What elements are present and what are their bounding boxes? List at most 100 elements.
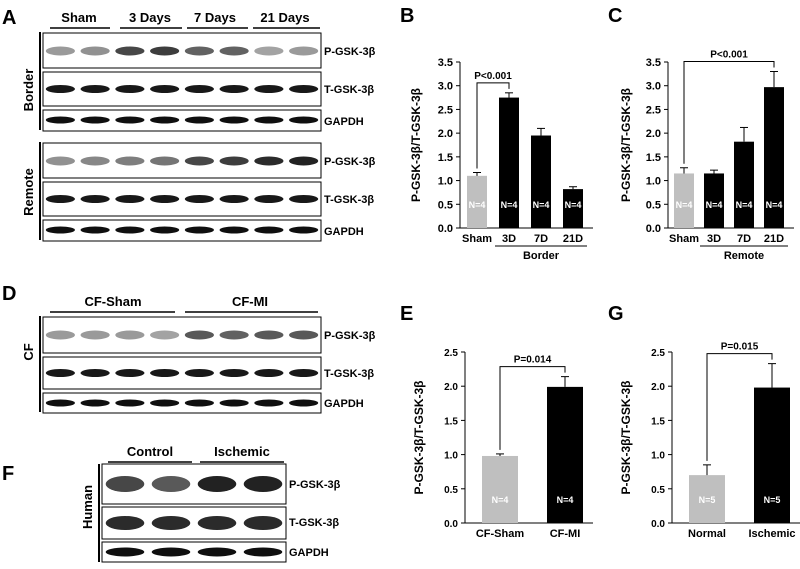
bar-n-label: N=4 [736,200,753,210]
bar [704,173,724,228]
significance-bracket [499,366,566,450]
bar [754,387,790,523]
blot-f-bands [105,476,283,557]
blot-band [254,330,284,340]
bar-n-label: N=5 [764,495,781,505]
blot-band [243,547,283,557]
blot-band [289,226,319,234]
blot-band [197,476,237,492]
blot-band [219,330,249,340]
blot-band [115,369,145,377]
x-tick-label: Sham [669,233,699,245]
x-tick-label: CF-MI [550,528,581,540]
blot-band [289,399,319,407]
y-tick-label: 3.0 [646,81,661,93]
bar [734,141,754,228]
blot-band [45,46,75,56]
blot-band [105,476,145,492]
blot-band [289,369,319,377]
blot-band [150,195,180,203]
blot-a-border-frames [42,32,322,132]
blot-band [115,85,145,93]
blot-band [45,369,75,377]
bar-n-label: N=4 [533,200,550,210]
blot-band [115,116,145,124]
bar-n-label: N=5 [699,495,716,505]
blot-band [184,85,214,93]
significance-label: P=0.014 [514,355,552,366]
y-tick-label: 1.0 [646,176,661,188]
blot-f-group-control: Control [127,444,173,459]
blot-d-group-cfmi: CF-MI [232,294,268,309]
x-tick-label: 21D [764,233,784,245]
blot-a-group-21days: 21 Days [260,10,309,25]
x-tick-label: Sham [462,233,492,245]
y-tick-label: 0.0 [444,519,458,530]
panel-letter-f: F [2,463,14,485]
blot-band [80,330,110,340]
blot-f-label-p: P-GSK-3β [289,479,341,491]
y-axis-label: P-GSK-3β/T-GSK-3β [409,88,423,202]
blot-f-label-t: T-GSK-3β [289,517,339,529]
blot-d-label-p: P-GSK-3β [324,330,376,342]
blot-band [80,156,110,166]
blot-band [184,46,214,56]
bar [563,189,583,228]
blot-band [219,46,249,56]
blot-d-label-gapdh: GAPDH [324,398,364,410]
blot-band [80,46,110,56]
group-label: Remote [724,250,764,262]
panel-letter-a: A [2,7,16,29]
bar-n-label: N=4 [492,495,509,505]
y-tick-label: 1.0 [444,451,458,462]
blot-band [80,369,110,377]
blot-band [150,156,180,166]
bar [467,175,487,228]
blot-a-group-sham: Sham [61,10,96,25]
blot-a-remote-frames [42,142,322,242]
significance-bracket [476,82,510,169]
y-axis-label: P-GSK-3β/T-GSK-3β [619,88,633,202]
blot-band [219,85,249,93]
blot-band [151,516,191,530]
blot-band [219,369,249,377]
bar-n-label: N=4 [469,200,486,210]
blot-a-section-border: Border [21,69,36,112]
blot-band [197,516,237,530]
blot-band [105,516,145,530]
bar-n-label: N=4 [565,200,582,210]
blot-band [115,46,145,56]
blot-f-label-gapdh: GAPDH [289,547,329,559]
blot-d-bands [45,330,319,407]
blot-band [289,330,319,340]
blot-band [254,399,284,407]
x-tick-label: 3D [707,233,721,245]
blot-band [243,476,283,492]
blot-band [150,330,180,340]
blot-band [243,516,283,530]
y-tick-label: 3.0 [438,81,453,93]
bar [764,87,784,228]
panel-letter-b: B [400,5,414,27]
blot-band [254,369,284,377]
blot-band [184,156,214,166]
blot-band [115,156,145,166]
blot-a-remote-label-gapdh: GAPDH [324,226,364,238]
chart-g: G P-GSK-3β/T-GSK-3β 0.0 0.5 1.0 1.5 2.0 2.5 N=5 N… [608,303,800,540]
blot-band [45,156,75,166]
y-tick-label: 2.0 [646,128,661,140]
panel-letter-c: C [608,5,622,27]
x-tick-label: Normal [688,528,726,540]
blot-band [45,330,75,340]
blot-a-remote-label-p: P-GSK-3β [324,156,376,168]
blot-band [254,156,284,166]
blot-band [150,46,180,56]
blot-band [80,116,110,124]
y-tick-label: 2.5 [444,348,458,359]
y-tick-label: 0.0 [646,223,661,235]
panel-letter-e: E [400,303,413,325]
y-tick-label: 1.5 [438,152,453,164]
blot-band [254,85,284,93]
blot-band [45,226,75,234]
